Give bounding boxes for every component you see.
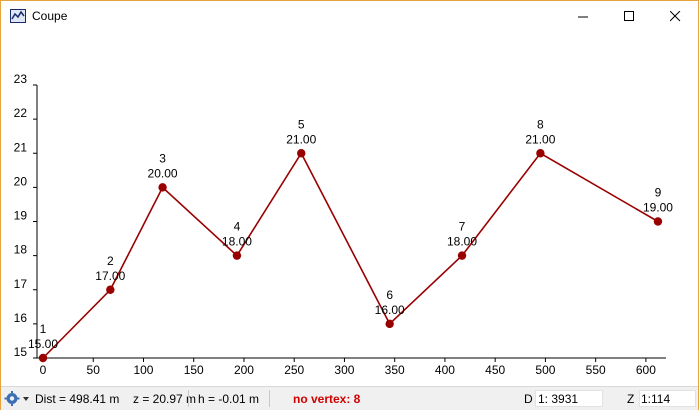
y-tick-label: 21 — [14, 140, 28, 154]
vertex-number-label: 5 — [298, 117, 305, 131]
vertex-elevation-label: 15.00 — [28, 337, 58, 351]
vertex-marker — [232, 251, 242, 260]
vertex-marker — [653, 217, 663, 226]
window-title: Coupe — [32, 9, 68, 23]
x-tick-label: 300 — [334, 363, 354, 377]
vertex-number-label: 2 — [107, 254, 114, 268]
minimize-button[interactable] — [560, 1, 606, 32]
vertex-elevation-label: 21.00 — [525, 132, 555, 146]
x-tick-label: 450 — [485, 363, 505, 377]
vertex-elevation-label: 16.00 — [375, 303, 405, 317]
vertex-number-label: 4 — [234, 220, 241, 234]
vertex-marker — [536, 149, 545, 158]
x-tick-label: 550 — [586, 363, 606, 377]
d-scale-value: 1: 3931 — [538, 392, 579, 406]
z-scale-label: Z — [627, 392, 635, 406]
close-icon — [670, 11, 681, 22]
vertex-number-label: 6 — [386, 288, 393, 302]
profile-line — [42, 151, 659, 359]
vertex-marker — [158, 183, 167, 192]
distance-readout: Dist = 498.41 m — [35, 392, 120, 406]
x-tick-label: 50 — [87, 363, 101, 377]
x-tick-label: 400 — [435, 363, 455, 377]
x-tick-label: 200 — [234, 363, 254, 377]
dropdown-arrow-icon — [23, 397, 29, 401]
x-tick-label: 350 — [385, 363, 405, 377]
vertex-marker — [385, 319, 394, 329]
vertex-elevation-label: 17.00 — [95, 269, 125, 283]
d-scale-label: D — [524, 392, 533, 406]
vertex-number-label: 8 — [537, 117, 544, 131]
status-divider — [269, 390, 270, 407]
vertex-number-label: 1 — [40, 322, 47, 336]
d-scale-field[interactable]: 1: 3931 — [535, 390, 603, 407]
status-divider — [188, 390, 189, 407]
vertex-elevation-label: 18.00 — [222, 235, 252, 249]
vertex-elevation-label: 21.00 — [286, 132, 316, 146]
vertex-number-label: 9 — [655, 186, 662, 200]
z-scale-field[interactable]: 1:114 — [639, 390, 696, 407]
x-tick-label: 500 — [535, 363, 555, 377]
vertex-elevation-label: 19.00 — [643, 201, 673, 215]
y-tick-label: 22 — [14, 106, 28, 120]
close-button[interactable] — [652, 1, 698, 32]
maximize-icon — [624, 11, 634, 21]
vertex-number-label: 7 — [459, 220, 466, 234]
y-tick-label: 23 — [14, 72, 28, 86]
y-tick-label: 15 — [14, 345, 28, 359]
y-tick-label: 17 — [14, 277, 28, 291]
vertex-status: no vertex: 8 — [293, 392, 361, 406]
x-tick-label: 0 — [40, 363, 47, 377]
x-tick-label: 150 — [184, 363, 204, 377]
elevation-readout: z = 20.97 m — [133, 392, 197, 406]
title-bar[interactable]: Coupe — [1, 1, 698, 32]
x-tick-label: 600 — [636, 363, 656, 377]
vertex-marker — [106, 285, 115, 294]
maximize-button[interactable] — [606, 1, 652, 32]
vertex-marker — [457, 251, 467, 260]
profile-chart-icon — [10, 9, 26, 23]
vertex-number-label: 3 — [159, 151, 166, 165]
vertex-marker — [38, 353, 48, 363]
y-tick-label: 19 — [14, 209, 28, 223]
x-tick-label: 100 — [133, 363, 153, 377]
y-tick-label: 16 — [14, 311, 28, 325]
z-scale-value: 1:114 — [641, 392, 671, 406]
profile-chart[interactable]: 0 50 100 150 200 250 300 350 400 450 500 550 6001516… — [1, 32, 698, 381]
y-tick-label: 20 — [14, 174, 28, 188]
vertex-elevation-label: 20.00 — [148, 166, 178, 180]
vertex-elevation-label: 18.00 — [447, 235, 477, 249]
settings-gear-icon[interactable] — [4, 390, 30, 407]
height-readout: h = -0.01 m — [198, 392, 260, 406]
x-tick-label: 250 — [284, 363, 304, 377]
minimize-icon — [578, 16, 588, 18]
vertex-marker — [297, 149, 306, 158]
status-bar: Dist = 498.41 m z = 20.97 m h = -0.01 m … — [1, 386, 698, 410]
y-tick-label: 18 — [14, 243, 28, 257]
